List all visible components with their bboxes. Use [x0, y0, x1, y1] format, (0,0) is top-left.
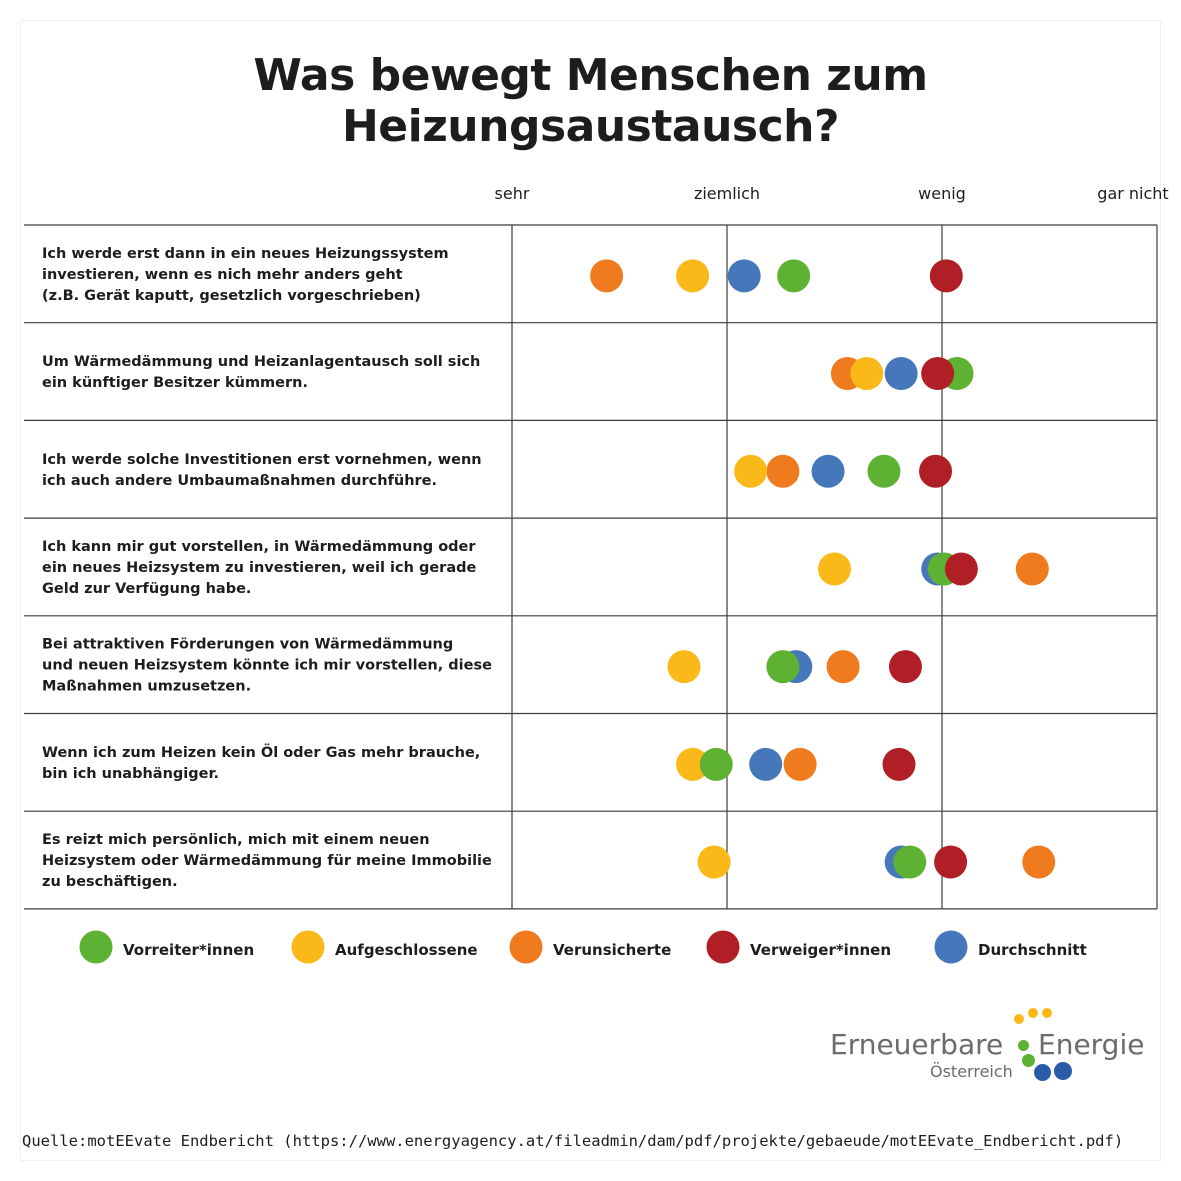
legend-marker	[934, 930, 968, 964]
data-point-vorreiterinnen	[867, 454, 901, 488]
data-point-verweigerinnen	[888, 650, 922, 684]
statement-label: Um Wärmedämmung und Heizanlagentausch so…	[42, 354, 480, 391]
tick-label: ziemlich	[694, 184, 760, 203]
statement-label: Ich werde erst dann in ein neues Heizung…	[42, 246, 449, 304]
data-point-verweigerinnen	[934, 845, 968, 879]
data-point-verunsicherte	[766, 454, 800, 488]
statement-label: Bei attraktiven Förderungen von Wärmedäm…	[42, 637, 492, 695]
legend-label: Verunsicherte	[553, 941, 671, 959]
data-point-aufgeschlossene	[734, 454, 768, 488]
logo-dot	[1014, 1014, 1024, 1024]
logo-dot	[1018, 1040, 1029, 1051]
figure-frame	[20, 20, 1161, 1161]
logo-dot	[1028, 1008, 1038, 1018]
legend-label: Aufgeschlossene	[335, 941, 478, 959]
data-point-durchschnitt	[749, 747, 783, 781]
data-point-verweigerinnen	[882, 747, 916, 781]
legend-marker	[706, 930, 740, 964]
data-point-verweigerinnen	[944, 552, 978, 586]
legend-marker	[509, 930, 543, 964]
data-point-durchschnitt	[727, 259, 761, 293]
tick-label: wenig	[918, 184, 966, 203]
data-point-verunsicherte	[826, 650, 860, 684]
statement-label: Wenn ich zum Heizen kein Öl oder Gas meh…	[42, 743, 480, 782]
logo-dot	[1034, 1064, 1051, 1081]
logo-word-energie: Energie	[1038, 1028, 1145, 1061]
data-point-verweigerinnen	[929, 259, 963, 293]
data-point-aufgeschlossene	[850, 357, 884, 391]
data-point-vorreiterinnen	[893, 845, 927, 879]
logo-dot	[1042, 1008, 1052, 1018]
statement-label: Ich werde solche Investitionen erst vorn…	[42, 452, 482, 489]
tick-label: gar nicht	[1097, 184, 1168, 203]
legend-marker	[291, 930, 325, 964]
data-point-aufgeschlossene	[818, 552, 851, 586]
legend-marker	[79, 930, 113, 964]
data-point-verweigerinnen	[921, 357, 955, 391]
data-point-vorreiterinnen	[777, 259, 811, 293]
data-point-verweigerinnen	[919, 454, 953, 488]
logo-dot	[1022, 1054, 1035, 1067]
logo: Erneuerbare Energie Österreich	[830, 1008, 1160, 1090]
source-citation: Quelle:motEEvate Endbericht (https://www…	[22, 1132, 1124, 1150]
logo-word-erneuerbare: Erneuerbare	[830, 1028, 1004, 1061]
statement-label: Ich kann mir gut vorstellen, in Wärmedäm…	[42, 539, 476, 597]
legend-label: Durchschnitt	[978, 941, 1087, 959]
data-point-vorreiterinnen	[699, 747, 733, 781]
legend-label: Vorreiter*innen	[123, 941, 254, 959]
data-point-verunsicherte	[1015, 552, 1049, 586]
data-point-verunsicherte	[590, 259, 624, 293]
legend-label: Verweiger*innen	[750, 941, 891, 959]
data-point-durchschnitt	[811, 454, 845, 488]
data-point-aufgeschlossene	[697, 845, 731, 879]
logo-subtitle: Österreich	[930, 1062, 1013, 1081]
data-point-aufgeschlossene	[676, 259, 710, 293]
data-point-verunsicherte	[783, 747, 817, 781]
data-point-durchschnitt	[884, 357, 918, 391]
chart-title: Was bewegt Menschen zum Heizungsaustausc…	[253, 50, 928, 152]
logo-dot	[1054, 1062, 1072, 1080]
data-point-vorreiterinnen	[766, 650, 800, 684]
data-point-verunsicherte	[1022, 845, 1056, 879]
data-point-aufgeschlossene	[676, 747, 710, 781]
tick-label: sehr	[495, 184, 530, 203]
data-point-aufgeschlossene	[667, 650, 701, 684]
statement-label: Es reizt mich persönlich, mich mit einem…	[42, 832, 492, 890]
